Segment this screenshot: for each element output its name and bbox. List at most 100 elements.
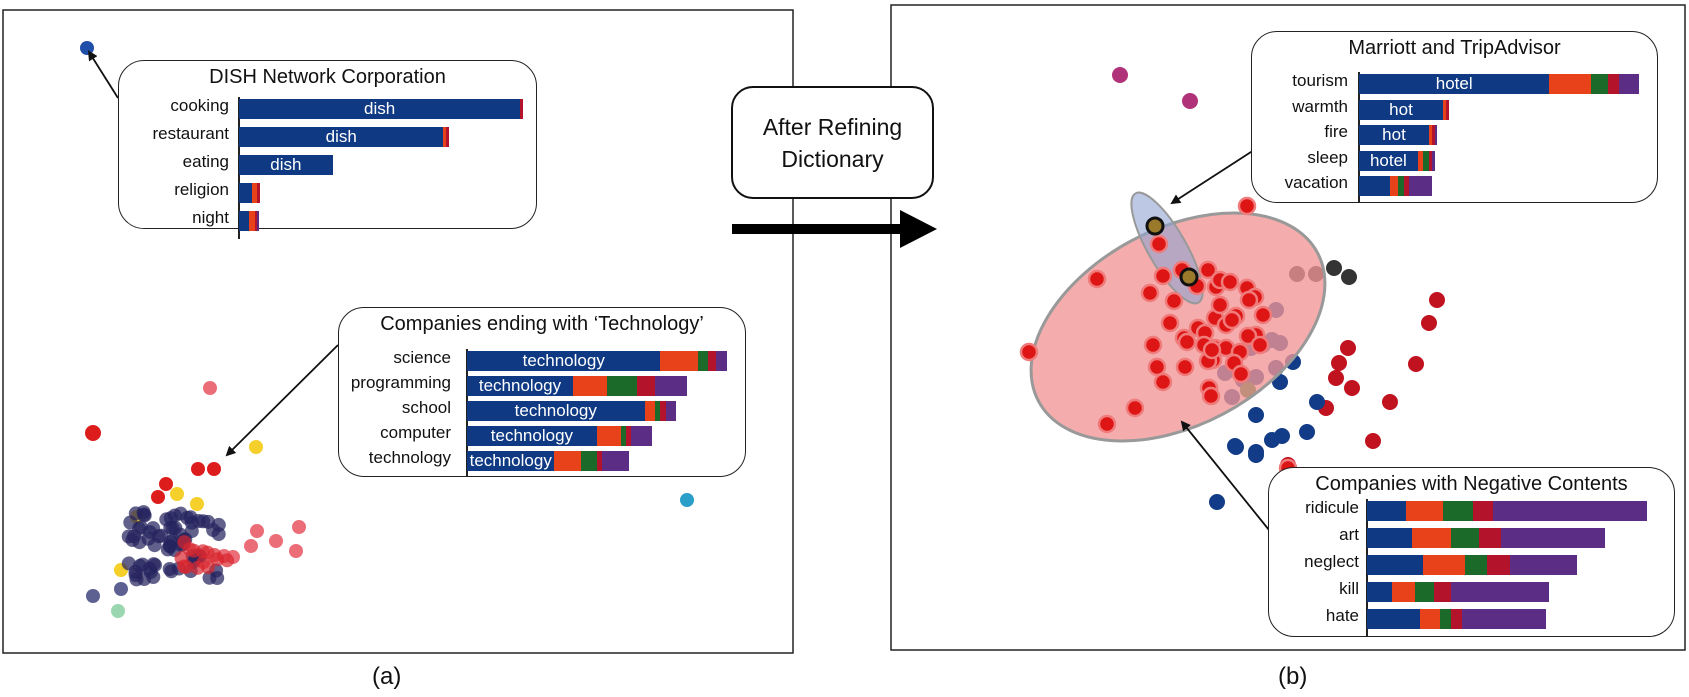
bar-segment — [467, 426, 597, 446]
panel-b-point — [1365, 433, 1381, 449]
panel-a-point — [80, 41, 94, 55]
stacked-bar — [1367, 528, 1605, 548]
panel-b-point — [1182, 93, 1198, 109]
marriott-callout-title: Marriott and TripAdvisor — [1348, 37, 1561, 59]
refine-label-line2: Dictionary — [781, 145, 884, 172]
selected-point — [1222, 310, 1242, 330]
stacked-bar — [1359, 176, 1432, 196]
cluster-point-red — [207, 548, 222, 562]
marriott-callout: Marriott and TripAdvisor tourism hotel warm… — [1251, 31, 1658, 203]
bar-segment — [467, 401, 645, 421]
bar-segment — [1423, 555, 1465, 575]
row-label: school — [401, 398, 451, 417]
selected-point — [1149, 234, 1169, 254]
bar-segment — [660, 351, 698, 371]
panel-a-point — [170, 487, 184, 501]
bar-segment — [467, 351, 661, 371]
bar-segment — [665, 401, 677, 421]
bar-segment — [239, 183, 252, 203]
row-label: programming — [350, 373, 451, 392]
bar-segment — [1501, 528, 1605, 548]
technology-callout-title: Companies ending with ‘Technology’ — [380, 313, 704, 335]
selected-point — [1143, 335, 1163, 355]
bar-segment — [1487, 555, 1510, 575]
selected-point — [1231, 364, 1251, 384]
bar-segment — [1450, 528, 1479, 548]
bar-segment — [1359, 176, 1390, 196]
bar-segment — [467, 376, 573, 396]
bar-segment — [596, 451, 603, 471]
bar-segment — [1367, 609, 1421, 629]
panel-b-point — [1408, 356, 1424, 372]
selected-point — [1125, 398, 1145, 418]
bar-segment — [1359, 150, 1418, 171]
panel-a-point — [190, 497, 204, 511]
panel-b-point — [1274, 428, 1290, 444]
bar-segment — [239, 155, 333, 175]
cluster-point-red — [190, 560, 205, 575]
bar-segment — [1434, 582, 1451, 602]
refine-dictionary-label: After Refining Dictionary — [731, 86, 934, 199]
panel-a-point — [159, 477, 173, 491]
panel-a-point — [114, 582, 128, 596]
panel-b-point — [1209, 494, 1225, 510]
selected-point — [1019, 342, 1039, 362]
stacked-bar — [1367, 609, 1547, 629]
bar-segment — [1431, 150, 1435, 171]
selected-point — [1153, 372, 1173, 392]
bar-segment — [573, 376, 608, 396]
negative-callout-title: Companies with Negative Contents — [1315, 473, 1628, 495]
technology-callout: Companies ending with ‘Technology’ scienc… — [338, 307, 746, 477]
bar-segment — [1439, 609, 1451, 629]
dish-callout-title: DISH Network Corporation — [209, 66, 446, 88]
selected-point — [1153, 266, 1173, 286]
panel-b-point — [1341, 269, 1357, 285]
bar-segment — [1450, 582, 1549, 602]
bar-segment — [1549, 74, 1592, 94]
panel-a-point — [249, 440, 263, 454]
bar-segment — [697, 351, 709, 371]
bar-segment — [1465, 555, 1488, 575]
cluster-point-red — [220, 553, 235, 568]
panel-a-point — [203, 381, 217, 395]
bar-segment — [596, 426, 621, 446]
row-label: eating — [182, 152, 229, 171]
bar-segment — [660, 401, 666, 421]
selected-point-dark — [1145, 216, 1165, 236]
bar-segment — [1478, 528, 1502, 548]
panel-a-point — [86, 589, 100, 603]
selected-point — [1210, 295, 1230, 315]
panel-a-point — [244, 539, 258, 553]
selected-point — [1201, 386, 1221, 406]
bar-segment — [257, 183, 261, 203]
bar-segment — [1409, 176, 1432, 196]
bar-segment — [1619, 74, 1639, 94]
bar-segment — [708, 351, 717, 371]
row-label: tourism — [1292, 71, 1348, 90]
stacked-bar — [467, 426, 653, 446]
row-label: night — [192, 208, 229, 227]
bar-segment — [716, 351, 727, 371]
bar-segment — [257, 211, 259, 231]
bar-segment — [1367, 528, 1412, 548]
selected-point — [1097, 414, 1117, 434]
cluster-point — [129, 572, 144, 587]
panel-b-point — [1421, 315, 1437, 331]
row-label: technology — [368, 448, 451, 467]
bar-segment — [239, 127, 444, 147]
stacked-bar — [239, 155, 333, 175]
bar-segment — [580, 451, 597, 471]
panel-a-points — [80, 41, 694, 618]
bar-segment — [446, 127, 450, 147]
bar-segment — [602, 451, 629, 471]
stacked-bar — [467, 451, 629, 471]
selected-point — [1087, 269, 1107, 289]
bar-segment — [620, 426, 626, 446]
cluster-point — [166, 533, 181, 548]
bar-segment — [1423, 150, 1429, 171]
cluster-point — [136, 505, 151, 520]
stacked-bar — [1367, 555, 1577, 575]
row-label: cooking — [170, 96, 229, 115]
bar-segment — [1431, 125, 1435, 145]
stacked-bar — [239, 99, 523, 119]
